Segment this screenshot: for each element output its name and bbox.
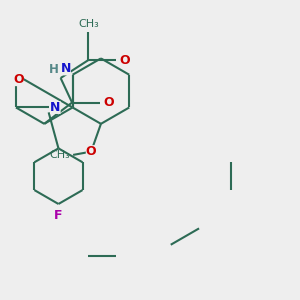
Text: F: F — [54, 209, 63, 222]
Text: CH₃: CH₃ — [49, 150, 70, 160]
Text: CH₃: CH₃ — [78, 19, 99, 29]
Text: O: O — [119, 53, 130, 67]
Text: N: N — [50, 101, 61, 114]
Text: N: N — [61, 62, 71, 75]
Text: O: O — [86, 145, 96, 158]
Text: O: O — [103, 96, 114, 109]
Text: H: H — [49, 63, 58, 76]
Text: O: O — [13, 73, 24, 86]
